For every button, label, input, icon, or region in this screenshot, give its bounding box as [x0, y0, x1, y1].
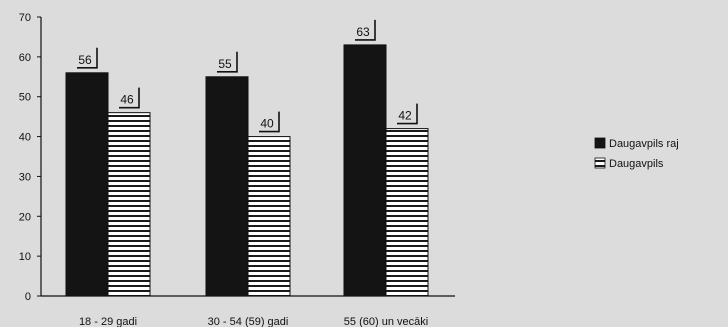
x-tick-label: 30 - 54 (59) gadi: [208, 316, 289, 327]
legend-label: Daugavpils raj: [609, 138, 679, 150]
bar: [65, 72, 109, 297]
data-label: 46: [120, 93, 134, 107]
legend-swatch: [594, 157, 606, 169]
data-label: 56: [78, 53, 92, 67]
y-tick-label: 10: [19, 251, 31, 263]
data-labels: 56 46 55 40 63 42: [77, 19, 418, 133]
data-label-callout: [217, 51, 238, 73]
x-tick-label: 18 - 29 gadi: [79, 316, 137, 327]
data-label-callout: [119, 87, 140, 109]
bar: [343, 44, 387, 297]
data-label-callout: [397, 103, 418, 125]
bar: [385, 128, 429, 297]
y-tick-label: 60: [19, 52, 31, 64]
y-tick-label: 20: [19, 211, 31, 223]
y-tick-label: 50: [19, 92, 31, 104]
data-label: 55: [218, 57, 232, 71]
y-tick-label: 70: [19, 12, 31, 24]
data-label: 42: [398, 109, 412, 123]
data-label-callout: [259, 111, 280, 133]
legend-label: Daugavpils: [609, 158, 664, 170]
data-label-callout: [77, 47, 98, 69]
legend-swatch: [594, 137, 606, 149]
bars: [65, 44, 429, 297]
data-label-callout: [355, 19, 376, 41]
y-tick-label: 30: [19, 171, 31, 183]
x-tick-label: 55 (60) un vecāki: [344, 316, 428, 327]
legend: Daugavpils raj Daugavpils: [594, 137, 679, 170]
data-label: 63: [356, 25, 370, 39]
bar: [107, 112, 151, 297]
bar: [247, 136, 291, 297]
bar: [205, 76, 249, 297]
data-label: 40: [260, 117, 274, 131]
y-tick-label: 0: [25, 291, 31, 303]
y-tick-label: 40: [19, 132, 31, 144]
